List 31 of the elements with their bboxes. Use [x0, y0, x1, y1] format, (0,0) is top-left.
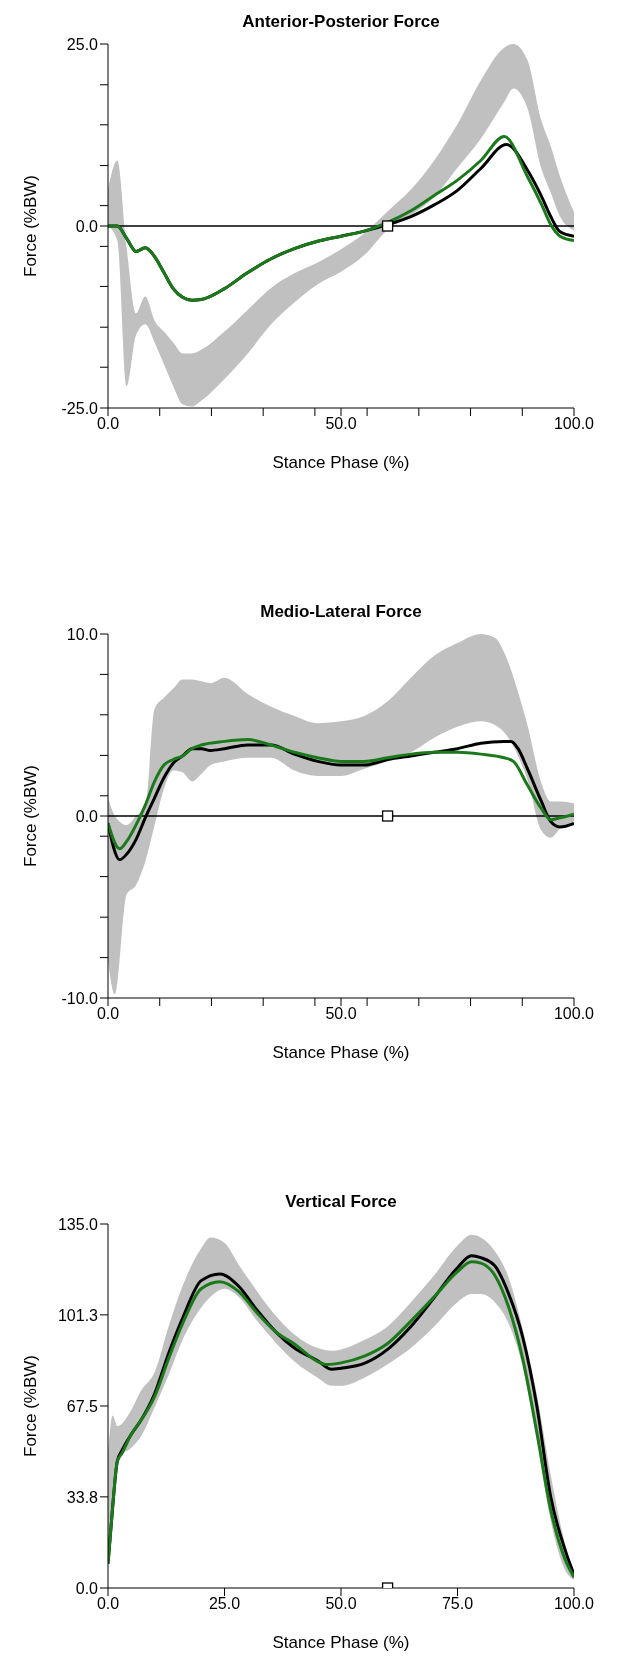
x-axis-title: Stance Phase (%): [272, 1043, 410, 1062]
y-axis-title: Force (%BW): [21, 765, 41, 867]
y-tick-label: 0.0: [75, 1579, 99, 1597]
x-tick-label: 0.0: [96, 1005, 120, 1023]
x-tick-label: 100.0: [553, 1595, 595, 1613]
y-tick-label: 0.0: [75, 217, 99, 235]
y-tick-label: -10.0: [61, 989, 99, 1007]
x-tick-label: 100.0: [553, 1005, 595, 1023]
x-tick-label: 75.0: [441, 1595, 474, 1613]
y-axis-title: Force (%BW): [21, 1355, 41, 1457]
x-tick-label: 50.0: [325, 415, 357, 433]
x-axis-title: Stance Phase (%): [272, 1633, 410, 1652]
chart-title: Medio-Lateral Force: [259, 602, 423, 622]
chart-title: Anterior-Posterior Force: [241, 12, 441, 32]
y-tick-label: 67.5: [66, 1397, 99, 1415]
y-tick-label: 0.0: [75, 807, 99, 825]
y-tick-label: 33.8: [66, 1488, 99, 1506]
y-axis-title: Force (%BW): [21, 175, 41, 277]
y-tick-label: -25.0: [61, 399, 99, 417]
y-tick-label: 10.0: [66, 625, 99, 643]
x-tick-label: 50.0: [325, 1005, 357, 1023]
x-tick-label: 100.0: [553, 415, 595, 433]
y-tick-label: 135.0: [57, 1215, 99, 1233]
x-tick-label: 50.0: [325, 1595, 357, 1613]
chart-title: Vertical Force: [284, 1192, 398, 1212]
y-tick-label: 25.0: [66, 35, 99, 53]
x-axis-title: Stance Phase (%): [272, 453, 410, 472]
x-tick-label: 0.0: [96, 415, 120, 433]
x-tick-label: 25.0: [208, 1595, 241, 1613]
x-tick-label: 0.0: [96, 1595, 120, 1613]
y-tick-label: 101.3: [57, 1306, 99, 1324]
